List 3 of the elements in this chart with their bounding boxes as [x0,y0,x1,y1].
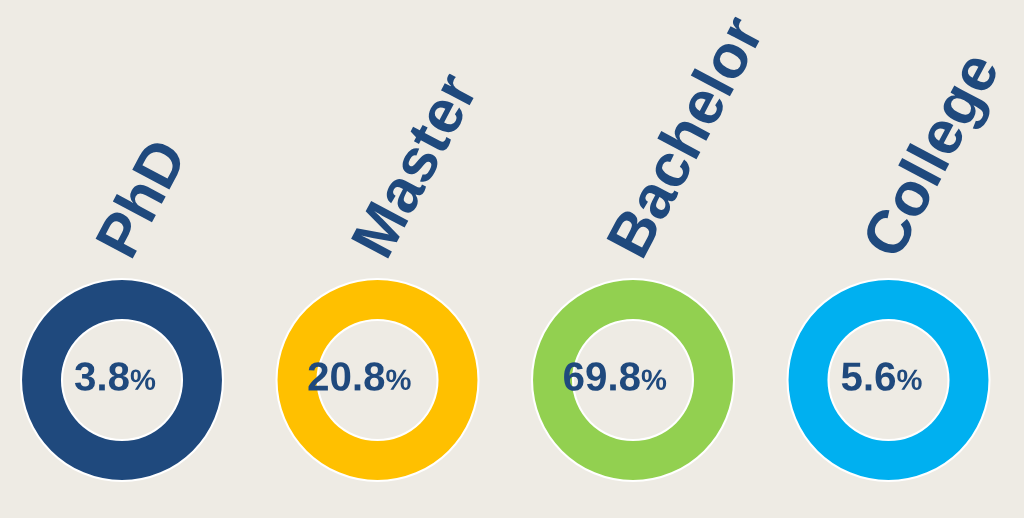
data-label: 5.6% [841,362,922,391]
data-label: 3.8% [74,362,156,391]
category-label: PhD [93,135,187,259]
